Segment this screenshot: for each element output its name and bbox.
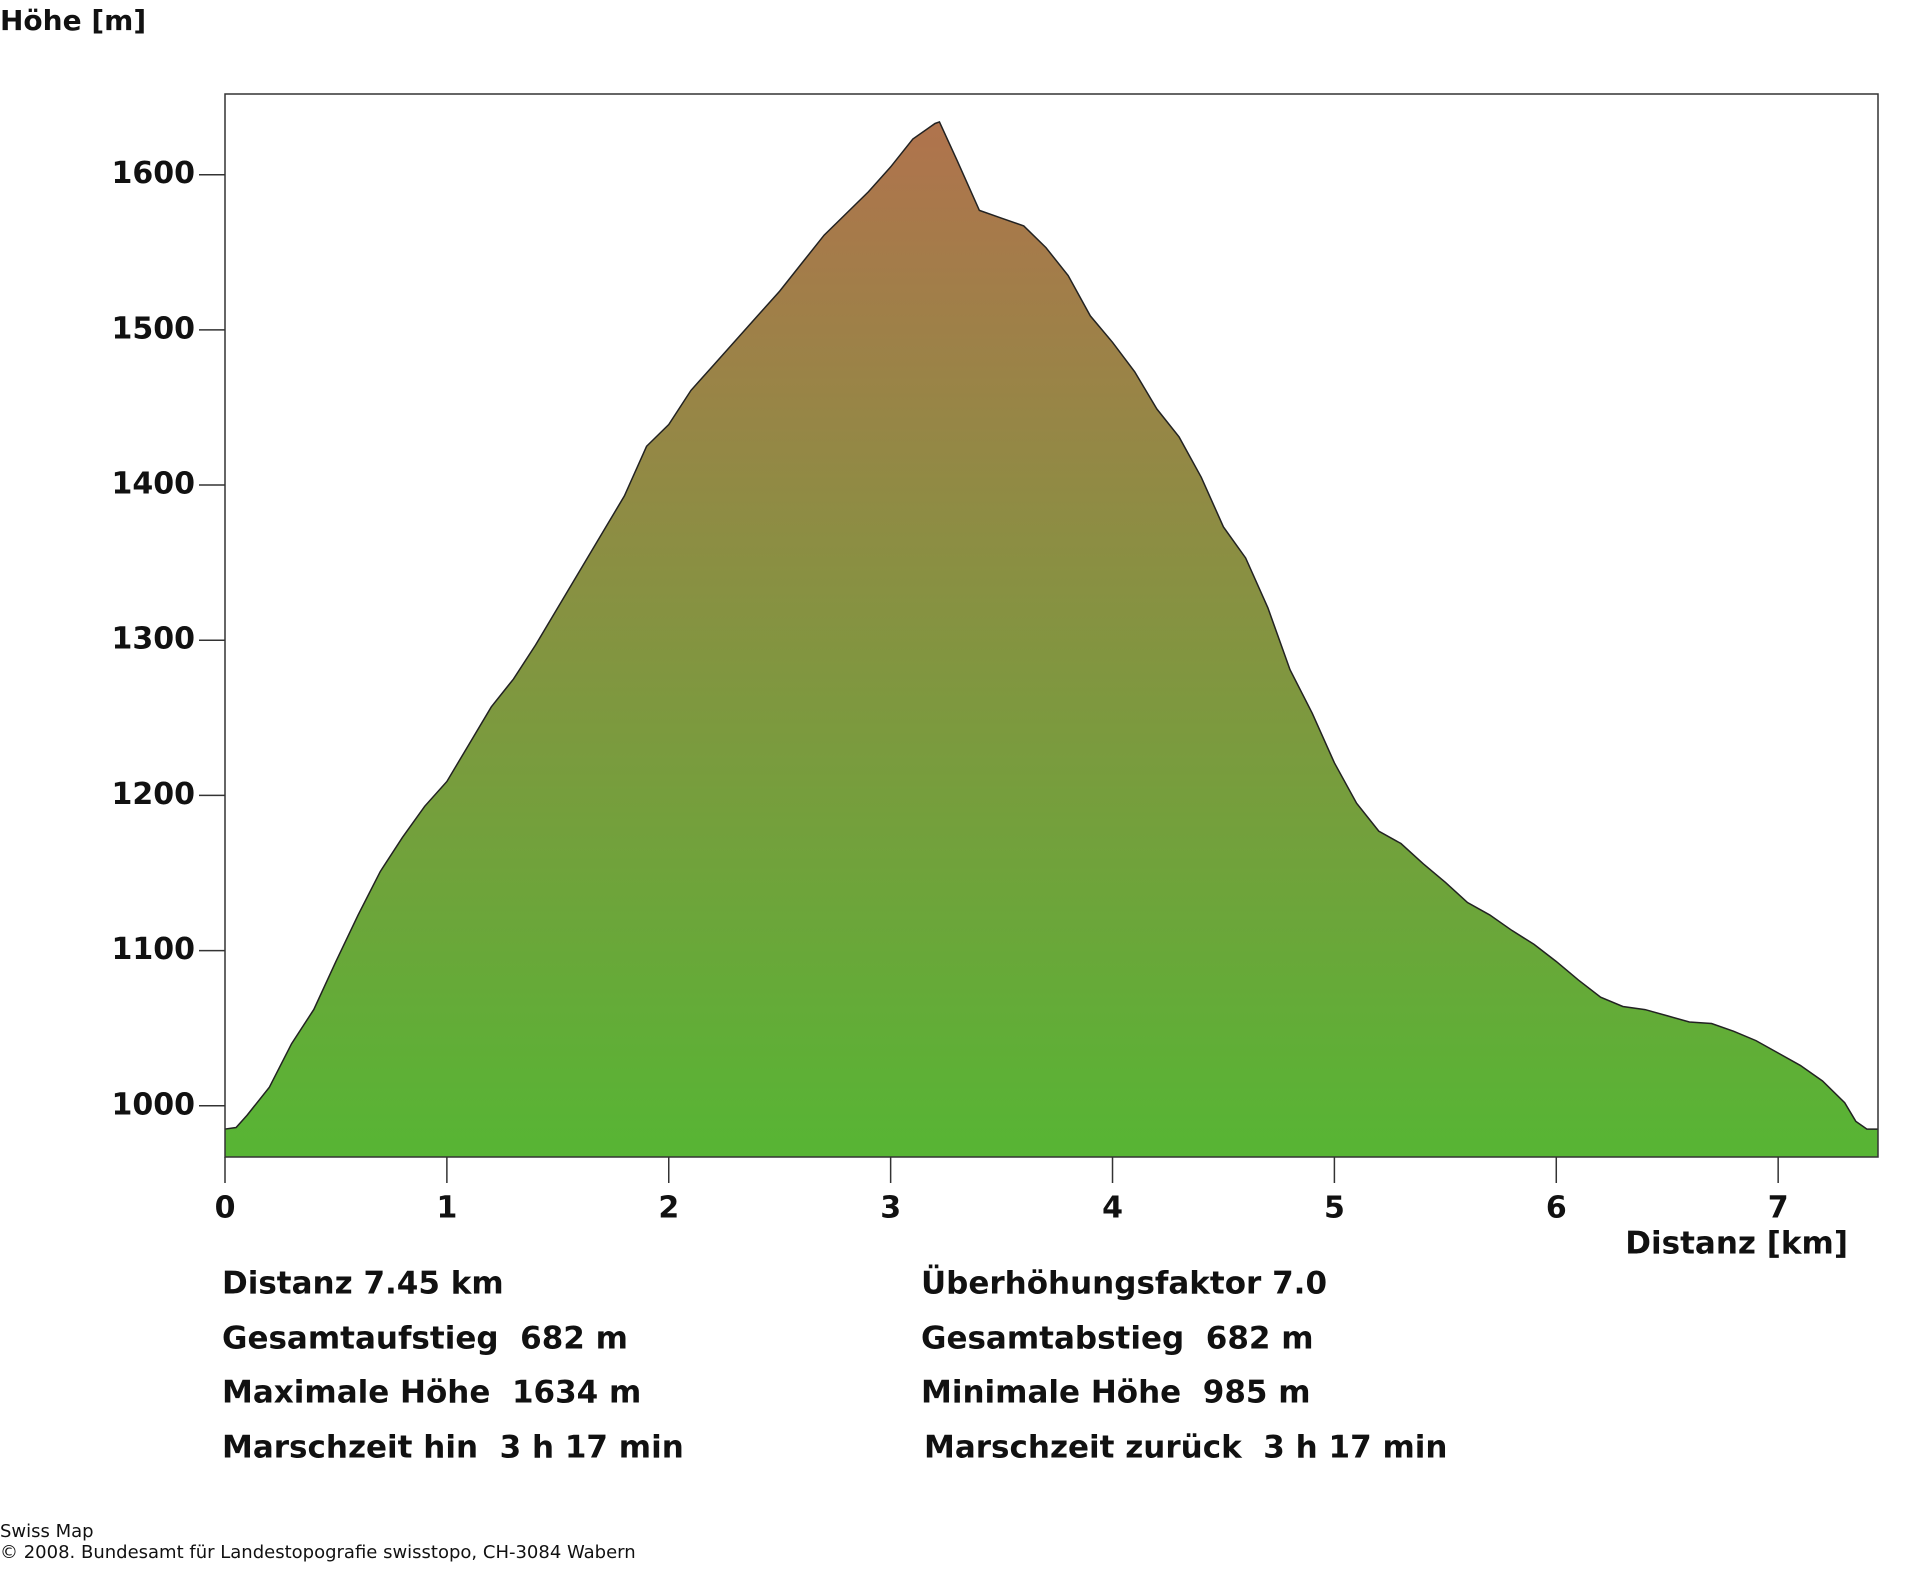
x-tick-label: 1	[436, 1191, 457, 1226]
x-tick-label: 4	[1102, 1191, 1123, 1226]
y-axis-label: Höhe [m]	[0, 4, 146, 37]
stat: Marschzeit hin 3 h 17 min	[222, 1430, 684, 1466]
y-tick-label: 1200	[112, 777, 196, 812]
footer: © 2008. Bundesamt für Landestopografie s…	[0, 1542, 636, 1563]
y-tick-label: 1400	[112, 467, 196, 502]
stat: Maximale Höhe 1634 m	[222, 1375, 641, 1411]
x-tick-label: 0	[215, 1191, 236, 1226]
x-tick-label: 3	[880, 1191, 901, 1226]
y-tick-label: 1000	[112, 1087, 196, 1122]
x-tick-label: 5	[1324, 1191, 1345, 1226]
area-line	[224, 120, 1878, 1130]
x-tick-label: 2	[658, 1191, 679, 1226]
stat: Distanz 7.45 km	[222, 1266, 504, 1302]
x-tick-label: 7	[1768, 1191, 1789, 1226]
plot-frame	[224, 93, 1879, 1158]
stat: Marschzeit zurück 3 h 17 min	[924, 1430, 1447, 1466]
x-tick-label: 6	[1546, 1191, 1567, 1226]
stat: Gesamtabstieg 682 m	[921, 1321, 1314, 1357]
area-fill	[225, 121, 1878, 1157]
y-tick-label: 1500	[112, 311, 196, 346]
stat: Minimale Höhe 985 m	[921, 1375, 1311, 1411]
footer: Swiss Map	[0, 1521, 94, 1542]
stat: Überhöhungsfaktor 7.0	[921, 1265, 1327, 1302]
y-tick-label: 1100	[112, 932, 196, 967]
y-tick-label: 1300	[112, 622, 196, 657]
y-tick-label: 1600	[112, 156, 196, 191]
stat: Gesamtaufstieg 682 m	[222, 1321, 628, 1357]
x-axis-label: Distanz [km]	[1625, 1226, 1848, 1262]
